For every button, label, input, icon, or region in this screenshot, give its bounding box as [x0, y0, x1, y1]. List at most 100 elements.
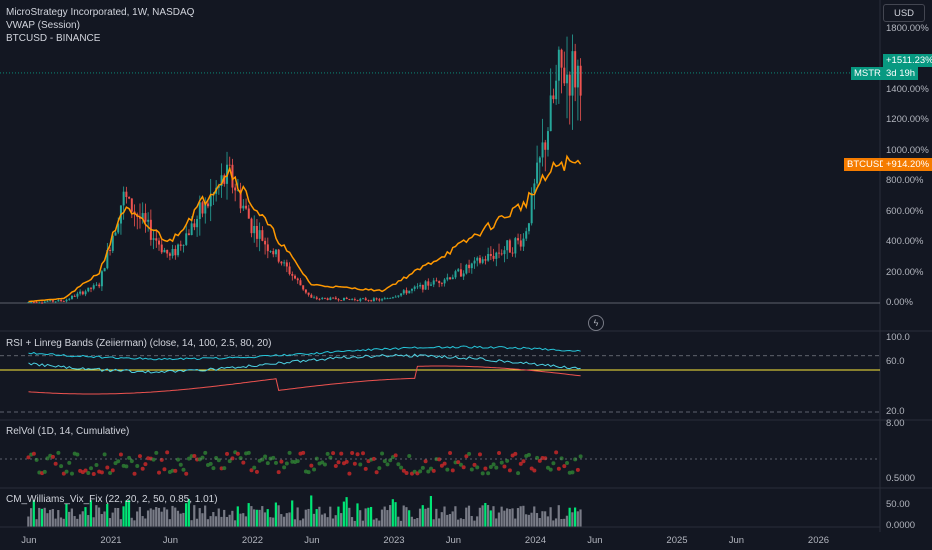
vix-pane-title[interactable]: CM_Williams_Vix_Fix (22, 20, 2, 50, 0.85…	[6, 494, 218, 505]
vix-bar	[250, 506, 253, 527]
vix-bar	[274, 502, 277, 527]
relvol-dot	[102, 452, 107, 457]
relvol-dot	[382, 459, 387, 464]
vwap-legend[interactable]: VWAP (Session)	[6, 20, 80, 31]
vix-bar	[57, 510, 60, 527]
vix-bar	[65, 503, 68, 527]
candle-body	[538, 157, 541, 163]
vix-bar	[92, 517, 95, 527]
vix-bar	[190, 520, 193, 527]
candle-body	[272, 251, 275, 255]
relvol-dot	[140, 466, 145, 471]
relvol-dot	[480, 471, 485, 476]
relvol-dot	[282, 465, 287, 470]
relvol-pane-title[interactable]: RelVol (1D, 14, Cumulative)	[6, 426, 130, 437]
relvol-dot	[371, 456, 376, 461]
vix-bar	[356, 503, 359, 527]
candle-body	[511, 252, 514, 254]
relvol-dot	[56, 450, 61, 455]
main-axis-tick: 600.00%	[886, 205, 924, 217]
relvol-dot	[91, 471, 96, 476]
relvol-dot	[358, 462, 363, 467]
vix-bar	[223, 509, 226, 527]
vix-bar	[108, 518, 112, 527]
relvol-dot	[551, 461, 556, 466]
time-axis-tick: 2023	[383, 535, 405, 546]
relvol-dot	[494, 465, 499, 470]
candle-body	[563, 67, 566, 84]
vix-bar	[340, 513, 343, 527]
relvol-dot	[59, 464, 64, 469]
relvol-dot	[399, 465, 404, 470]
candle-body	[92, 285, 95, 289]
rsi-lower-line	[28, 365, 581, 395]
rsi-pane-title[interactable]: RSI + Linreg Bands (Zeiierman) (close, 1…	[6, 338, 272, 349]
vix-bar	[427, 507, 430, 527]
candle-body	[402, 290, 405, 294]
candle-body	[84, 291, 87, 295]
relvol-dot	[252, 465, 257, 470]
vix-bar	[533, 506, 536, 527]
relvol-dot	[325, 451, 330, 456]
candle-body	[506, 240, 509, 251]
btc-line[interactable]	[28, 154, 582, 303]
relvol-dot	[407, 453, 412, 458]
relvol-dot	[429, 466, 434, 471]
relvol-dot	[507, 468, 512, 473]
candle-body	[574, 51, 577, 88]
relvol-dot	[352, 461, 357, 466]
lightning-icon[interactable]: ϟ	[588, 315, 604, 331]
relvol-dot	[516, 471, 521, 476]
vix-bar	[394, 502, 397, 527]
candle-body	[100, 271, 103, 287]
candle-body	[378, 299, 381, 301]
vix-bar	[476, 516, 479, 527]
candle-body	[30, 302, 33, 303]
vix-bar	[405, 507, 408, 527]
relvol-dot	[178, 462, 183, 467]
vix-bar	[103, 511, 106, 527]
relvol-dot	[355, 452, 360, 457]
relvol-dot	[562, 464, 567, 469]
candle-body	[332, 297, 335, 299]
time-axis-tick: 2025	[666, 535, 688, 546]
relvol-dot	[526, 452, 531, 457]
candle-body	[318, 298, 321, 300]
candle-body	[264, 240, 267, 245]
vix-bar	[160, 511, 163, 527]
vix-bar	[263, 512, 267, 527]
vix-bar	[40, 508, 44, 527]
candle-body	[204, 203, 207, 214]
vix-bar	[152, 509, 155, 527]
symbol-title[interactable]: MicroStrategy Incorporated, 1W, NASDAQ	[6, 7, 195, 18]
rsi-tick: 60.0	[886, 356, 905, 367]
vix-bar	[280, 514, 283, 527]
candle-body	[313, 297, 316, 299]
relvol-dot	[554, 450, 559, 455]
relvol-dot	[456, 460, 461, 465]
currency-button[interactable]: USD	[883, 4, 925, 22]
mstr-candles[interactable]	[27, 34, 582, 304]
vix-bar	[242, 513, 245, 527]
candle-body	[465, 264, 468, 274]
relvol-dot	[461, 465, 466, 470]
vix-bar	[421, 505, 424, 527]
candle-body	[337, 299, 340, 301]
vix-bar	[451, 511, 454, 527]
vix-bar	[348, 507, 351, 527]
relvol-dot	[442, 461, 447, 466]
vix-bar	[492, 506, 495, 527]
relvol-dot	[254, 469, 259, 474]
compare-symbol-legend[interactable]: BTCUSD - BINANCE	[6, 33, 101, 44]
candle-body	[291, 274, 294, 276]
candle-body	[462, 273, 465, 277]
relvol-dot	[31, 451, 36, 456]
vix-bar	[503, 510, 506, 527]
candle-body	[155, 238, 158, 241]
relvol-dot	[306, 470, 311, 475]
vix-bar	[136, 511, 139, 527]
relvol-dot	[118, 452, 123, 457]
relvol-dot	[263, 454, 268, 459]
candle-body	[236, 190, 239, 191]
